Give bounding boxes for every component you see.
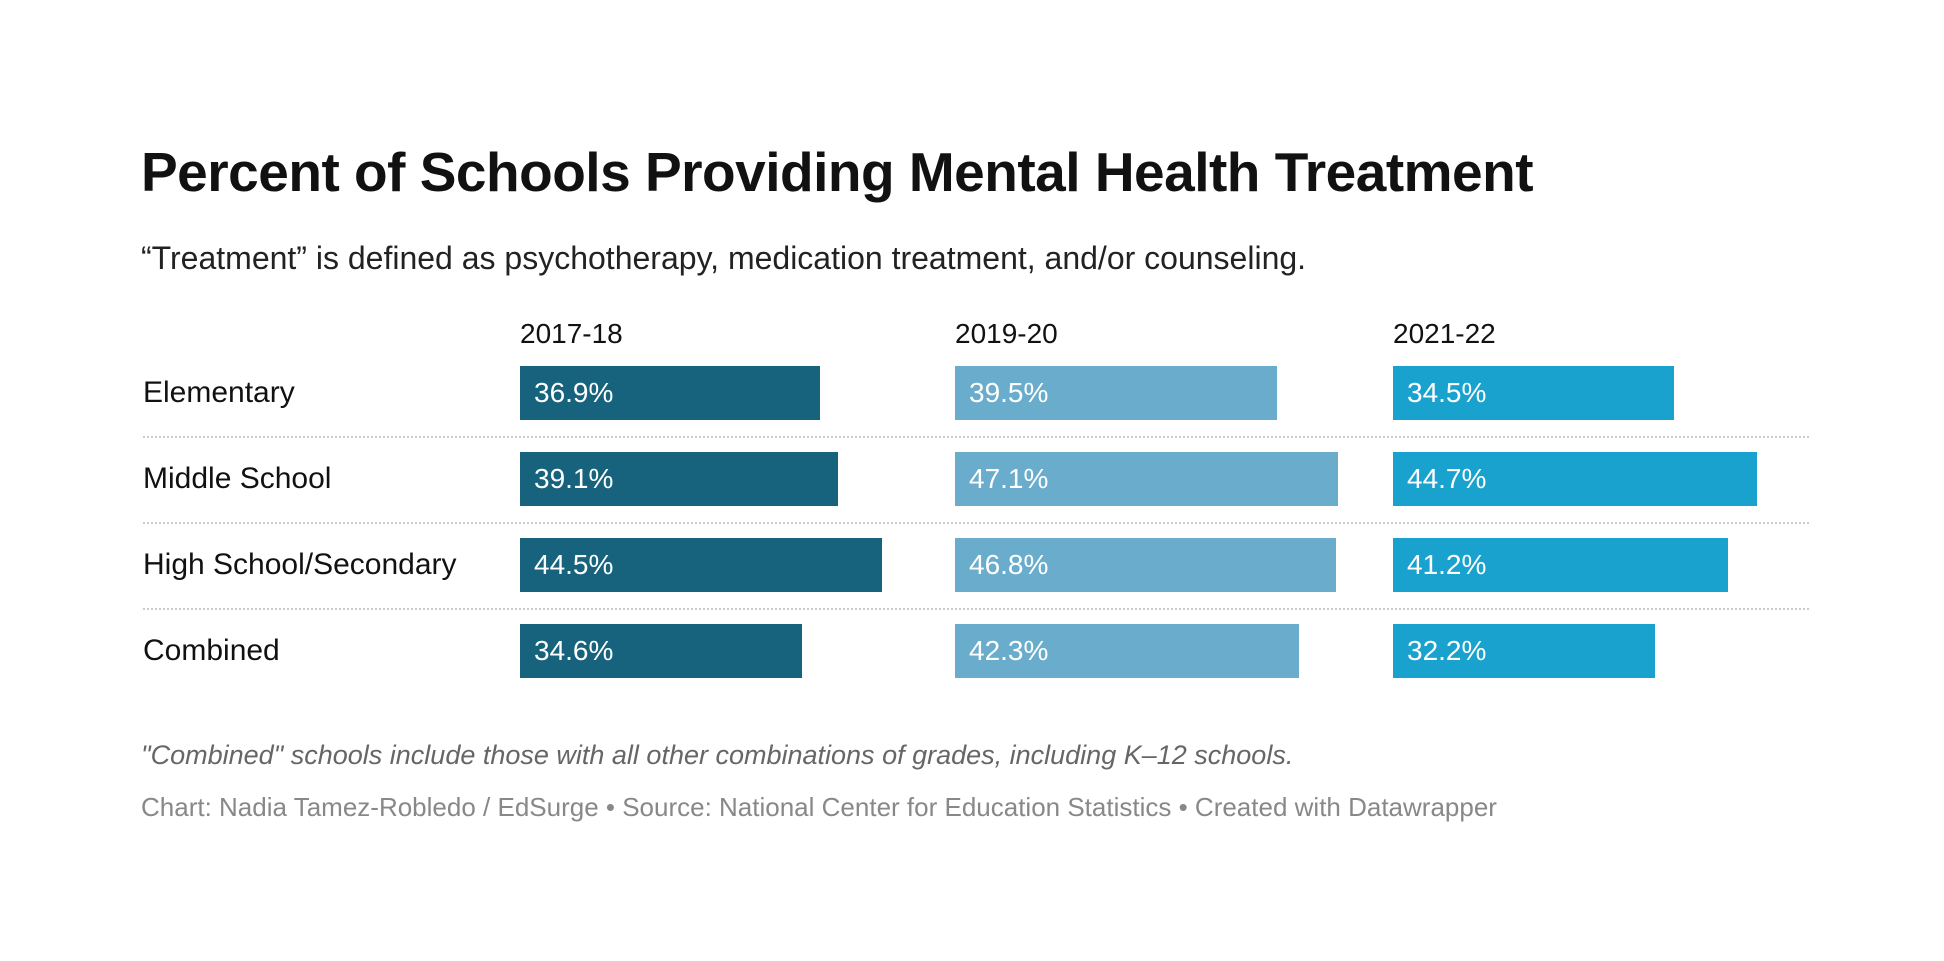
- bar: 36.9%: [520, 366, 821, 420]
- bar: 44.5%: [520, 538, 883, 592]
- bar-value-label: 34.6%: [534, 635, 614, 666]
- chart-note: "Combined" schools include those with al…: [141, 740, 1294, 770]
- chart-subtitle: “Treatment” is defined as psychotherapy,…: [141, 240, 1307, 276]
- bar-value-label: 32.2%: [1407, 635, 1487, 666]
- chart-title: Percent of Schools Providing Mental Heal…: [141, 141, 1534, 203]
- bar-value-label: 41.2%: [1407, 549, 1487, 580]
- bar-value-label: 39.5%: [969, 377, 1049, 408]
- bar-value-label: 46.8%: [969, 549, 1049, 580]
- bar-value-label: 34.5%: [1407, 377, 1487, 408]
- row-separator: [143, 522, 1809, 524]
- column-header: 2019-20: [955, 318, 1058, 349]
- chart-credit: Chart: Nadia Tamez-Robledo / EdSurge • S…: [141, 792, 1497, 822]
- bar: 47.1%: [955, 452, 1339, 506]
- bar: 42.3%: [955, 624, 1300, 678]
- bar-value-label: 42.3%: [969, 635, 1049, 666]
- row-label: Combined: [143, 634, 280, 667]
- bar: 32.2%: [1393, 624, 1656, 678]
- row-label: High School/Secondary: [143, 548, 457, 581]
- bar: 46.8%: [955, 538, 1336, 592]
- bar: 34.5%: [1393, 366, 1674, 420]
- bar-value-label: 44.5%: [534, 549, 614, 580]
- row-separator: [143, 608, 1809, 610]
- row-separator: [143, 436, 1809, 438]
- column-header: 2017-18: [520, 318, 623, 349]
- bar: 34.6%: [520, 624, 802, 678]
- row-label: Elementary: [143, 376, 295, 409]
- bar-value-label: 44.7%: [1407, 463, 1487, 494]
- column-header: 2021-22: [1393, 318, 1496, 349]
- bar-value-label: 36.9%: [534, 377, 614, 408]
- row-label: Middle School: [143, 462, 332, 495]
- bar-value-label: 47.1%: [969, 463, 1049, 494]
- bar: 41.2%: [1393, 538, 1729, 592]
- bar: 39.1%: [520, 452, 839, 506]
- bar-value-label: 39.1%: [534, 463, 614, 494]
- bar: 44.7%: [1393, 452, 1757, 506]
- bar: 39.5%: [955, 366, 1277, 420]
